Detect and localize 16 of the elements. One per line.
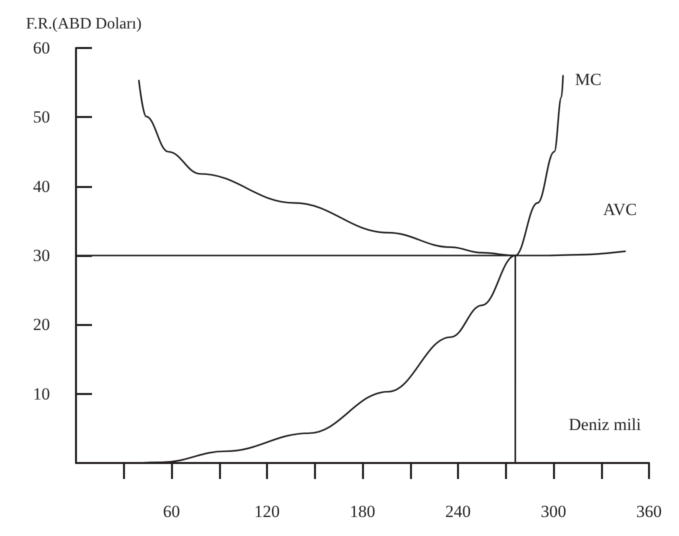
- y-tick-label: 60: [33, 38, 50, 58]
- x-tick-label: 60: [163, 502, 180, 521]
- x-tick-label: 120: [254, 502, 280, 521]
- x-tick-label: 300: [540, 502, 566, 521]
- y-tick-label: 50: [33, 108, 50, 127]
- y-tick-label: 30: [33, 246, 50, 265]
- x-tick-label: 240: [445, 502, 471, 521]
- y-tick-label: 10: [33, 384, 50, 404]
- y-tick-label: 40: [33, 176, 50, 196]
- x-tick-label: 180: [350, 502, 376, 521]
- text: AVC: [603, 200, 637, 219]
- y-axis-title: F.R.(ABD Doları): [26, 16, 142, 32]
- x-axis-title: Deniz mili: [568, 415, 642, 434]
- x-tick-label: 360: [636, 502, 662, 521]
- series-label: MC: [575, 70, 602, 90]
- y-tick-label: 20: [33, 315, 50, 334]
